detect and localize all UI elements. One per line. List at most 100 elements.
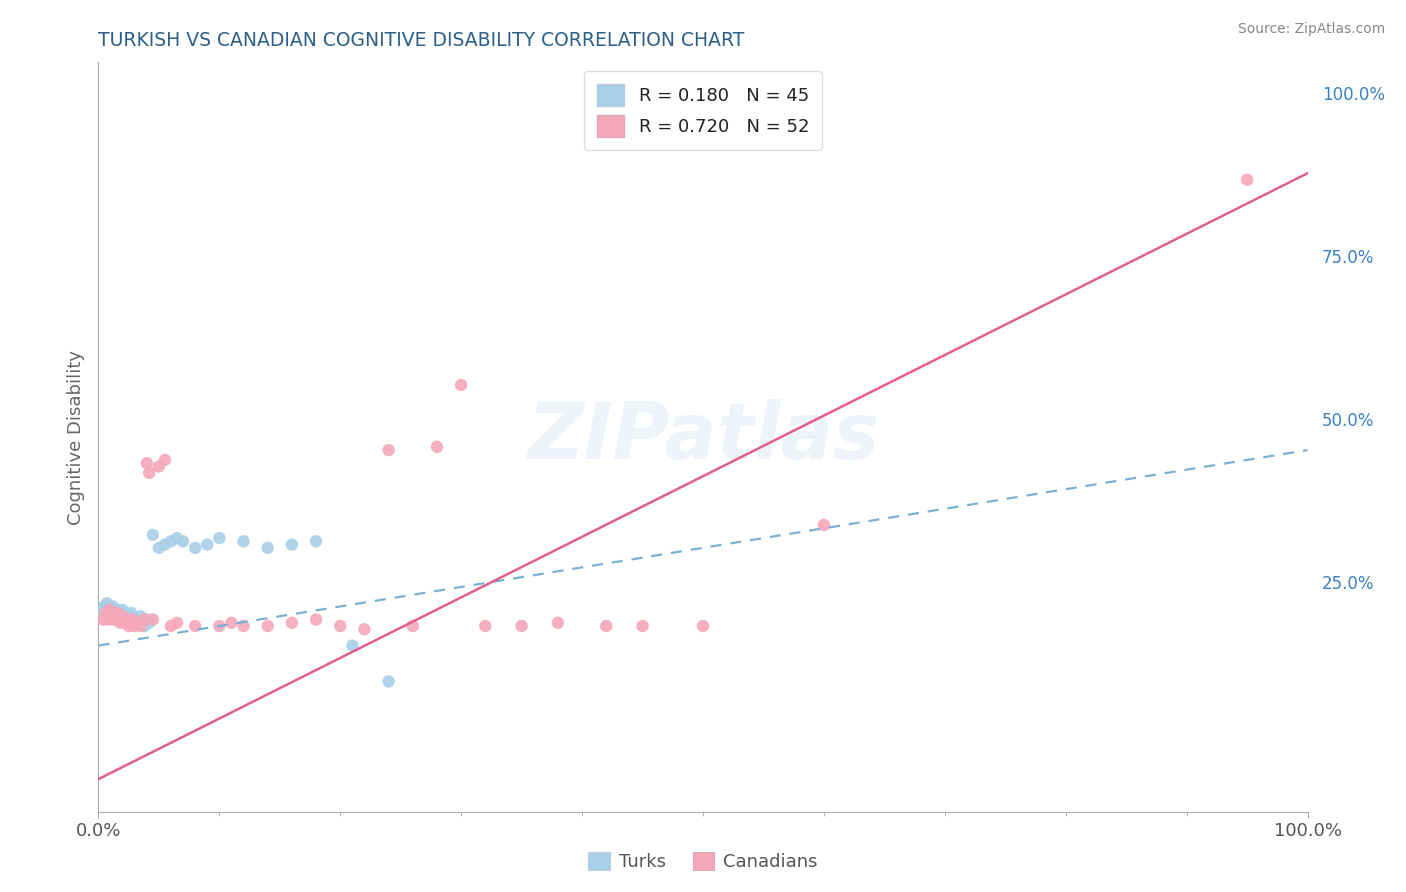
Point	[93, 599, 115, 614]
Point	[1236, 172, 1258, 186]
Point	[305, 613, 328, 627]
Point	[135, 613, 157, 627]
Point	[232, 619, 254, 633]
Point	[142, 613, 165, 627]
Point	[108, 606, 131, 620]
Point	[100, 606, 122, 620]
Point	[256, 619, 278, 633]
Point	[510, 619, 533, 633]
Point	[112, 609, 135, 624]
Point	[232, 534, 254, 549]
Text: ZIPatlas: ZIPatlas	[527, 399, 879, 475]
Point	[108, 613, 131, 627]
Point	[118, 609, 141, 624]
Point	[134, 619, 156, 633]
Point	[135, 456, 157, 470]
Point	[107, 609, 129, 624]
Point	[402, 619, 425, 633]
Point	[98, 603, 121, 617]
Point	[127, 615, 149, 630]
Point	[103, 609, 125, 624]
Text: 25.0%: 25.0%	[1322, 574, 1375, 592]
Point	[129, 619, 152, 633]
Point	[94, 606, 117, 620]
Point	[160, 534, 183, 549]
Point	[120, 606, 142, 620]
Point	[115, 613, 138, 627]
Point	[115, 613, 138, 627]
Point	[166, 615, 188, 630]
Point	[121, 613, 143, 627]
Point	[118, 613, 141, 627]
Point	[104, 606, 127, 620]
Point	[353, 622, 375, 636]
Point	[101, 599, 124, 614]
Point	[105, 613, 128, 627]
Point	[97, 609, 120, 624]
Point	[94, 606, 117, 620]
Point	[134, 613, 156, 627]
Legend: Turks, Canadians: Turks, Canadians	[581, 845, 825, 879]
Point	[153, 453, 176, 467]
Point	[474, 619, 496, 633]
Point	[97, 613, 120, 627]
Text: TURKISH VS CANADIAN COGNITIVE DISABILITY CORRELATION CHART: TURKISH VS CANADIAN COGNITIVE DISABILITY…	[98, 30, 745, 50]
Point	[142, 528, 165, 542]
Point	[108, 613, 131, 627]
Point	[107, 606, 129, 620]
Point	[195, 538, 218, 552]
Point	[595, 619, 617, 633]
Point	[108, 615, 131, 630]
Point	[692, 619, 714, 633]
Point	[631, 619, 654, 633]
Point	[426, 440, 449, 454]
Point	[129, 609, 152, 624]
Point	[124, 613, 146, 627]
Point	[120, 615, 142, 630]
Point	[547, 615, 569, 630]
Point	[96, 596, 118, 610]
Point	[329, 619, 352, 633]
Point	[112, 613, 135, 627]
Point	[166, 531, 188, 545]
Point	[450, 378, 472, 392]
Point	[103, 606, 125, 620]
Point	[281, 615, 304, 630]
Point	[184, 619, 207, 633]
Point	[138, 466, 160, 480]
Point	[98, 599, 121, 614]
Point	[121, 613, 143, 627]
Point	[256, 541, 278, 555]
Point	[208, 619, 231, 633]
Point	[105, 603, 128, 617]
Point	[110, 609, 132, 624]
Point	[114, 606, 136, 620]
Point	[208, 531, 231, 545]
Point	[148, 459, 170, 474]
Text: 75.0%: 75.0%	[1322, 249, 1375, 267]
Point	[377, 674, 399, 689]
Point	[96, 609, 118, 624]
Point	[160, 619, 183, 633]
Point	[127, 615, 149, 630]
Legend: R = 0.180   N = 45, R = 0.720   N = 52: R = 0.180 N = 45, R = 0.720 N = 52	[585, 71, 821, 150]
Point	[124, 619, 146, 633]
Point	[184, 541, 207, 555]
Point	[91, 603, 114, 617]
Point	[118, 619, 141, 633]
Text: Source: ZipAtlas.com: Source: ZipAtlas.com	[1237, 22, 1385, 37]
Point	[101, 613, 124, 627]
Point	[104, 609, 127, 624]
Point	[91, 613, 114, 627]
Point	[111, 609, 134, 624]
Point	[148, 541, 170, 555]
Y-axis label: Cognitive Disability: Cognitive Disability	[66, 350, 84, 524]
Point	[221, 615, 243, 630]
Text: 50.0%: 50.0%	[1322, 412, 1375, 430]
Point	[111, 603, 134, 617]
Point	[281, 538, 304, 552]
Point	[377, 443, 399, 458]
Text: 100.0%: 100.0%	[1322, 86, 1385, 104]
Point	[172, 534, 194, 549]
Point	[342, 639, 364, 653]
